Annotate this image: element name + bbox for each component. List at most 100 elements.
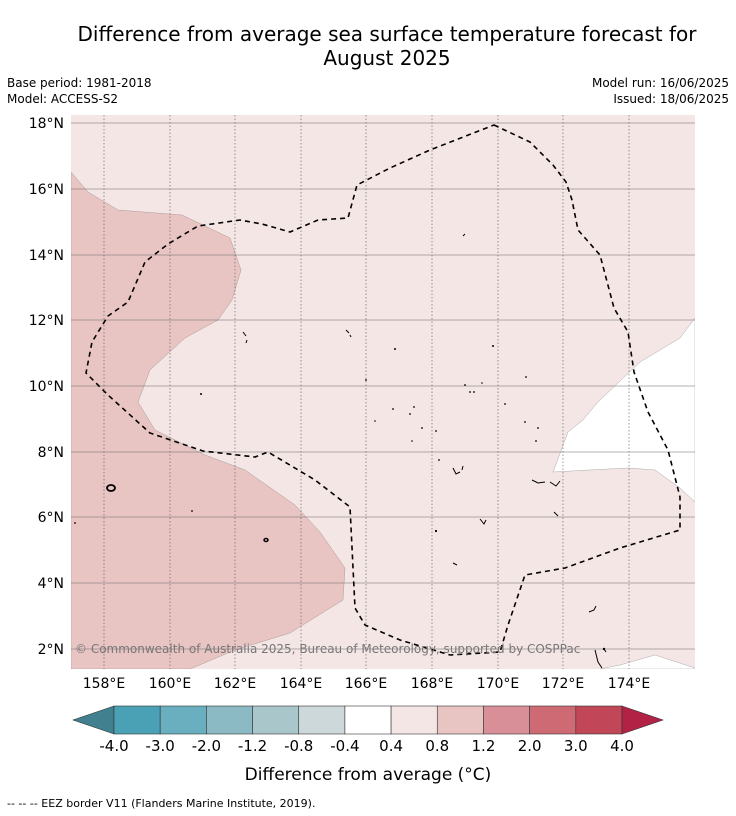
anomaly-field-near-average: [552, 317, 695, 503]
atoll: [435, 430, 437, 432]
colorbar-segment: [483, 705, 530, 735]
gridlines: [71, 115, 695, 669]
atoll: [200, 393, 202, 395]
colorbar-tick-label: -0.8: [284, 737, 313, 755]
atoll: [374, 420, 376, 422]
island: [588, 605, 603, 669]
colorbar: -4.0 -3.0 -2.0 -1.2 -0.8 -0.4 0.4 0.8 1.2 2.0 3.0 4…: [72, 705, 664, 755]
colorbar-segment: [390, 705, 438, 735]
lat-tick-label: 4°N: [38, 576, 64, 592]
issued-date: Issued: 18/06/2025: [613, 92, 729, 106]
model-name: Model: ACCESS-S2: [7, 92, 119, 106]
atoll: [492, 345, 494, 347]
colorbar-arrow-low: [72, 705, 115, 735]
colorbar-segment: [344, 705, 392, 735]
atoll: [481, 382, 483, 384]
lon-tick-label: 166°E: [345, 676, 388, 692]
colorbar-tick-label: -4.0: [99, 737, 128, 755]
lon-tick-label: 174°E: [608, 676, 651, 692]
colorbar-title: Difference from average (°C): [245, 765, 492, 785]
meta-right: Model run: 16/06/2025 Issued: 18/06/2025: [592, 75, 729, 107]
atoll: [365, 379, 367, 381]
colorbar-tick-label: -0.4: [330, 737, 359, 755]
lat-tick-label: 14°N: [29, 248, 64, 264]
lat-tick-label: 2°N: [38, 642, 64, 658]
atoll: [191, 510, 193, 512]
atoll: [392, 408, 394, 410]
island: [242, 331, 248, 344]
islands: [106, 233, 607, 669]
lat-tick-label: 16°N: [29, 182, 64, 198]
atoll: [504, 403, 506, 405]
atoll: [464, 384, 466, 386]
atoll: [524, 421, 526, 423]
colorbar-tick-label: 3.0: [564, 737, 588, 755]
lon-tick-label: 168°E: [411, 676, 454, 692]
axis-labels: 158°E 160°E 162°E 164°E 166°E 168°E 170°E 172°E…: [29, 116, 651, 692]
island: [106, 484, 116, 492]
colorbar-tick-label: -1.2: [238, 737, 267, 755]
atoll: [413, 406, 415, 408]
colorbar-tick-label: 0.8: [425, 737, 449, 755]
model-run: Model run: 16/06/2025: [591, 76, 729, 90]
island: [531, 479, 561, 487]
anomaly-field-near-average: [599, 654, 695, 669]
colorbar-segment: [159, 705, 207, 735]
base-period: Base period: 1981-2018: [7, 76, 152, 90]
island: [452, 465, 464, 475]
colorbar-tick-label: 0.4: [379, 737, 403, 755]
atoll: [469, 391, 471, 393]
atoll: [74, 522, 76, 524]
lat-tick-label: 12°N: [29, 313, 64, 329]
colorbar-segment: [252, 705, 300, 735]
colorbar-tick-label: 2.0: [518, 737, 542, 755]
lat-tick-label: 10°N: [29, 379, 64, 395]
colorbar-segment: [575, 705, 623, 735]
eez-footnote: -- -- -- EEZ border V11 (Flanders Marine…: [7, 797, 316, 810]
lon-tick-label: 164°E: [280, 676, 323, 692]
colorbar-segment: [298, 705, 346, 735]
atoll: [602, 647, 606, 651]
copyright-notice: © Commonwealth of Australia 2025, Bureau…: [75, 642, 580, 656]
lon-tick-label: 158°E: [83, 676, 126, 692]
island: [452, 562, 458, 566]
colorbar-tick-label: 1.2: [472, 737, 496, 755]
lon-tick-label: 170°E: [477, 676, 520, 692]
colorbar-tick-label: -3.0: [146, 737, 175, 755]
island: [345, 329, 352, 338]
atoll: [537, 427, 539, 429]
lon-tick-label: 160°E: [149, 676, 192, 692]
island: [553, 511, 559, 517]
page-title: Difference from average sea surface temp…: [77, 22, 697, 70]
colorbar-tick-label: -2.0: [192, 737, 221, 755]
atoll: [409, 413, 411, 415]
atoll: [411, 440, 413, 442]
colorbar-segment: [529, 705, 577, 735]
colorbar-tick-label: 4.0: [610, 737, 634, 755]
atoll: [421, 427, 423, 429]
map-plot-area: © Commonwealth of Australia 2025, Bureau…: [71, 115, 695, 669]
lat-tick-label: 18°N: [29, 116, 64, 132]
colorbar-segment: [113, 705, 161, 735]
lat-tick-label: 6°N: [38, 510, 64, 526]
island: [263, 537, 269, 543]
atoll: [535, 440, 537, 442]
anomaly-field-warm: [71, 171, 346, 669]
lat-tick-label: 8°N: [38, 445, 64, 461]
eez-border: [85, 124, 681, 656]
lon-tick-label: 162°E: [214, 676, 257, 692]
meta-left: Base period: 1981-2018 Model: ACCESS-S2: [7, 75, 152, 107]
island: [462, 233, 466, 237]
atoll: [525, 376, 527, 378]
island: [479, 518, 487, 525]
atoll-dots: [74, 345, 606, 651]
atoll: [394, 348, 396, 350]
atoll: [438, 459, 440, 461]
atoll: [473, 391, 475, 393]
lon-tick-label: 172°E: [542, 676, 585, 692]
colorbar-segment: [436, 705, 484, 735]
atoll: [434, 529, 438, 533]
colorbar-segment: [206, 705, 253, 735]
colorbar-arrow-high: [621, 705, 664, 735]
